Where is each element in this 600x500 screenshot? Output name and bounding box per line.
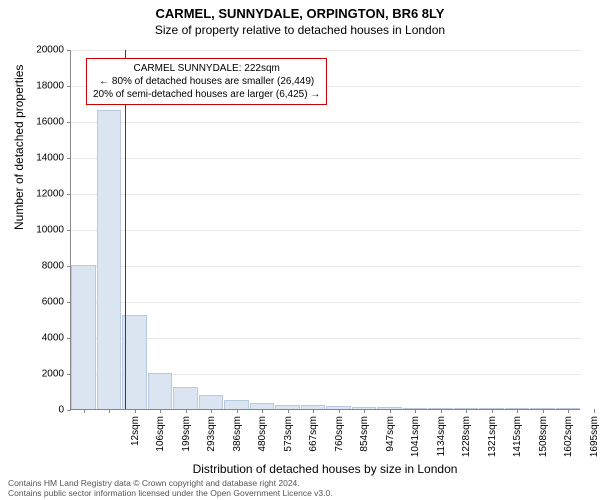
footer-line2: Contains public sector information licen… [8, 488, 333, 498]
ytick-mark [67, 194, 71, 195]
chart-subtitle: Size of property relative to detached ho… [0, 21, 600, 41]
footer-line1: Contains HM Land Registry data © Crown c… [8, 478, 333, 488]
xtick-mark [594, 409, 595, 413]
gridline [71, 194, 581, 195]
annotation-box: CARMEL SUNNYDALE: 222sqm ← 80% of detach… [86, 58, 327, 105]
xtick-mark [288, 409, 289, 413]
xtick-mark [492, 409, 493, 413]
xtick-mark [466, 409, 467, 413]
xtick-mark [415, 409, 416, 413]
xtick-label: 1508sqm [538, 416, 549, 466]
xtick-mark [364, 409, 365, 413]
ytick-label: 0 [0, 405, 64, 416]
xtick-label: 1695sqm [589, 416, 600, 466]
xtick-label: 12sqm [130, 416, 141, 466]
ytick-mark [67, 230, 71, 231]
histogram-bar [148, 373, 173, 409]
xtick-mark [84, 409, 85, 413]
annotation-line1: CARMEL SUNNYDALE: 222sqm [93, 62, 320, 75]
chart-container: CARMEL, SUNNYDALE, ORPINGTON, BR6 8LY Si… [0, 0, 600, 500]
xtick-mark [211, 409, 212, 413]
xtick-label: 667sqm [308, 416, 319, 466]
xtick-mark [237, 409, 238, 413]
xtick-label: 386sqm [232, 416, 243, 466]
xtick-label: 106sqm [155, 416, 166, 466]
xtick-mark [441, 409, 442, 413]
chart-title: CARMEL, SUNNYDALE, ORPINGTON, BR6 8LY [0, 0, 600, 21]
ytick-label: 8000 [0, 261, 64, 272]
xtick-label: 1041sqm [410, 416, 421, 466]
gridline [71, 302, 581, 303]
ytick-label: 12000 [0, 189, 64, 200]
gridline [71, 338, 581, 339]
xtick-mark [109, 409, 110, 413]
gridline [71, 158, 581, 159]
xtick-label: 1321sqm [487, 416, 498, 466]
ytick-label: 16000 [0, 117, 64, 128]
histogram-bar [224, 400, 249, 409]
ytick-mark [67, 86, 71, 87]
xtick-mark [517, 409, 518, 413]
xtick-label: 854sqm [359, 416, 370, 466]
gridline [71, 266, 581, 267]
ytick-label: 2000 [0, 369, 64, 380]
ytick-mark [67, 50, 71, 51]
ytick-mark [67, 158, 71, 159]
ytick-mark [67, 410, 71, 411]
xtick-label: 480sqm [257, 416, 268, 466]
histogram-bar [122, 315, 147, 409]
xtick-mark [186, 409, 187, 413]
gridline [71, 122, 581, 123]
annotation-line3: 20% of semi-detached houses are larger (… [93, 88, 320, 101]
xtick-label: 199sqm [181, 416, 192, 466]
xtick-label: 1415sqm [512, 416, 523, 466]
xtick-label: 1602sqm [563, 416, 574, 466]
xtick-mark [160, 409, 161, 413]
annotation-line2: ← 80% of detached houses are smaller (26… [93, 75, 320, 88]
chart-area: CARMEL SUNNYDALE: 222sqm ← 80% of detach… [70, 50, 580, 410]
xtick-mark [313, 409, 314, 413]
histogram-bar [71, 265, 96, 409]
ytick-label: 4000 [0, 333, 64, 344]
xtick-label: 573sqm [283, 416, 294, 466]
ytick-label: 14000 [0, 153, 64, 164]
xtick-mark [135, 409, 136, 413]
xtick-mark [339, 409, 340, 413]
ytick-label: 20000 [0, 45, 64, 56]
footer: Contains HM Land Registry data © Crown c… [8, 478, 333, 498]
ytick-label: 18000 [0, 81, 64, 92]
histogram-bar [97, 110, 122, 409]
gridline [71, 230, 581, 231]
x-axis-label: Distribution of detached houses by size … [70, 462, 580, 476]
xtick-label: 1134sqm [436, 416, 447, 466]
xtick-label: 293sqm [206, 416, 217, 466]
histogram-bar [199, 395, 224, 409]
ytick-label: 10000 [0, 225, 64, 236]
xtick-mark [390, 409, 391, 413]
xtick-label: 760sqm [334, 416, 345, 466]
xtick-label: 1228sqm [461, 416, 472, 466]
histogram-bar [173, 387, 198, 409]
xtick-mark [568, 409, 569, 413]
gridline [71, 50, 581, 51]
ytick-mark [67, 122, 71, 123]
ytick-label: 6000 [0, 297, 64, 308]
xtick-label: 947sqm [385, 416, 396, 466]
xtick-mark [262, 409, 263, 413]
xtick-mark [543, 409, 544, 413]
